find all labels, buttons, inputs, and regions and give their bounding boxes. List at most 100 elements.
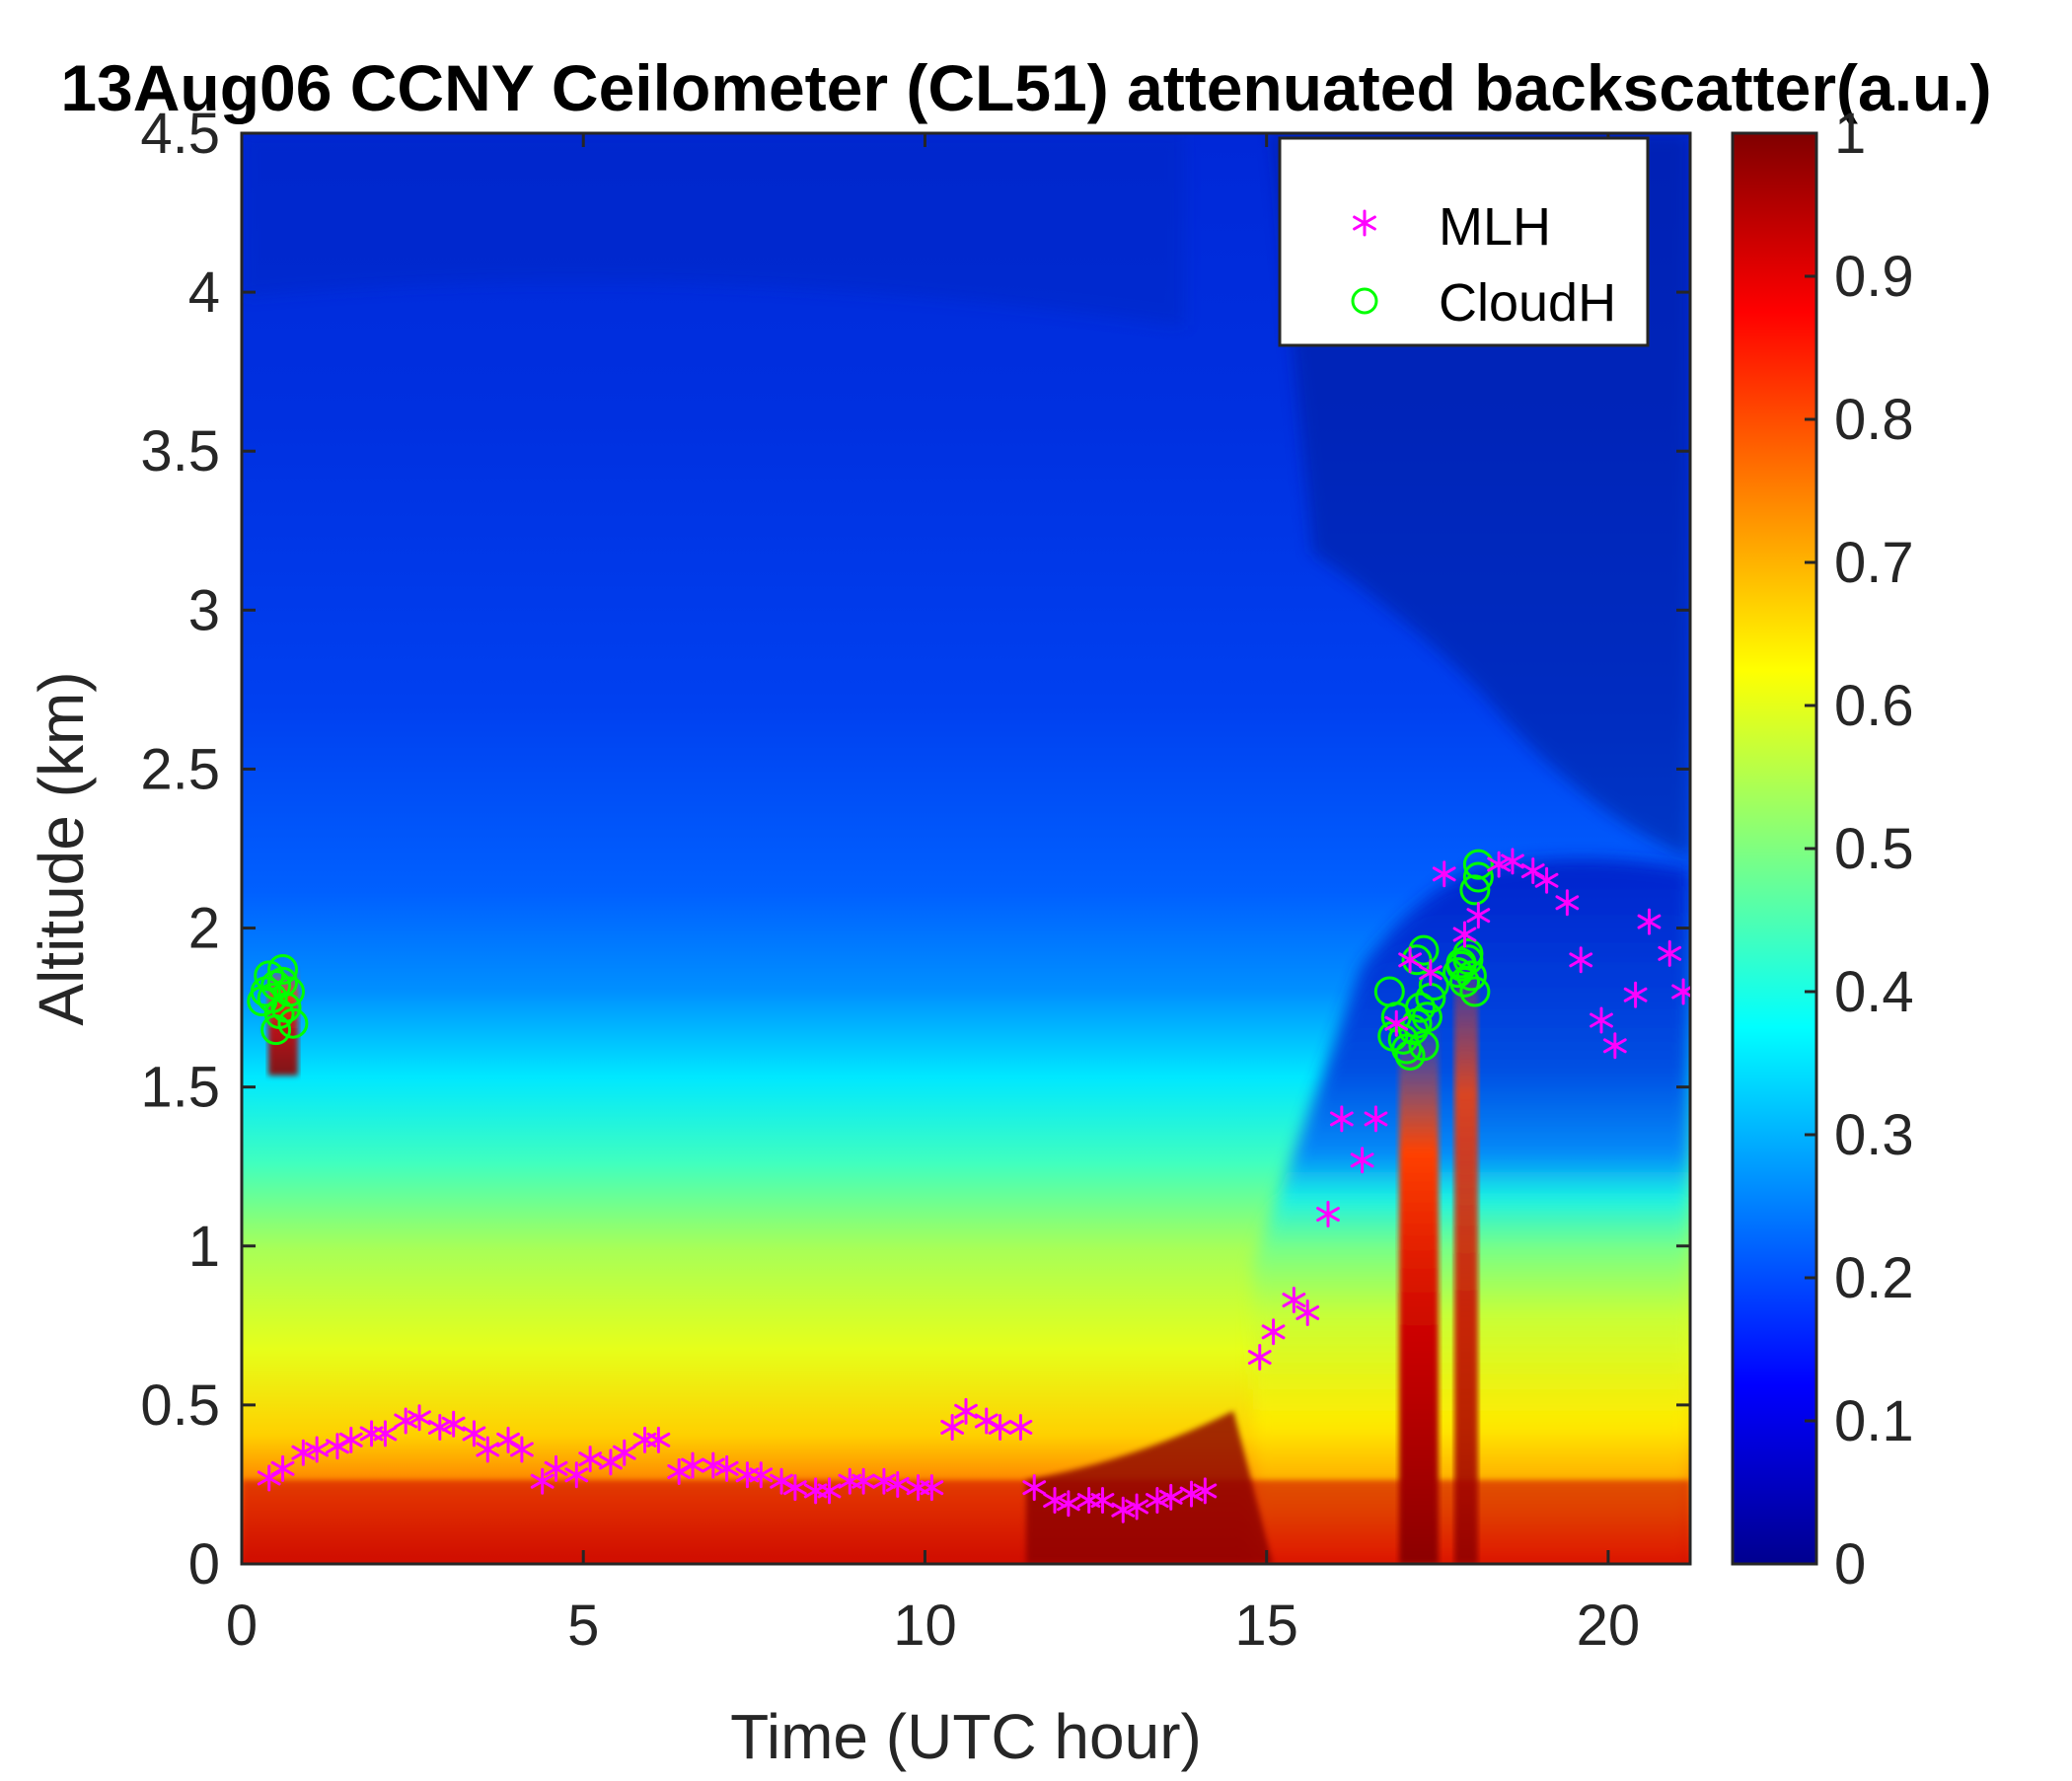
mlh-point bbox=[1432, 860, 1456, 888]
mlh-point bbox=[1501, 848, 1524, 875]
y-tick-label: 4 bbox=[188, 260, 220, 325]
y-axis-label: Altitude (km) bbox=[26, 671, 97, 1025]
cloudh-point bbox=[1411, 1002, 1443, 1033]
y-tick-label: 2 bbox=[188, 897, 220, 961]
cloudh-point bbox=[1404, 992, 1436, 1023]
y-tick-label: 2.5 bbox=[140, 737, 220, 801]
colorbar-tick-label: 0.2 bbox=[1834, 1246, 1914, 1310]
cloudh-point bbox=[1459, 874, 1491, 906]
mlh-point bbox=[1623, 981, 1648, 1008]
mlh-point bbox=[544, 1454, 568, 1482]
y-tick-label: 0 bbox=[188, 1532, 220, 1596]
cloudh-point bbox=[254, 960, 285, 992]
legend: MLH CloudH bbox=[1278, 136, 1650, 347]
y-tick-label: 1.5 bbox=[140, 1056, 220, 1120]
cloudh-point bbox=[277, 1007, 309, 1039]
y-tick-label: 1 bbox=[188, 1215, 220, 1279]
colorbar-tick-label: 1 bbox=[1834, 102, 1866, 166]
mlh-point bbox=[1316, 1201, 1340, 1228]
x-tick-label: 5 bbox=[567, 1594, 599, 1658]
mlh-point bbox=[1043, 1487, 1067, 1515]
mlh-point bbox=[1008, 1413, 1033, 1441]
cloudh-point bbox=[273, 976, 305, 1007]
colorbar-tick-label: 0.4 bbox=[1834, 960, 1914, 1024]
mlh-point bbox=[564, 1461, 589, 1489]
mlh-point bbox=[940, 1413, 965, 1441]
mlh-point bbox=[427, 1413, 452, 1441]
x-tick-label: 20 bbox=[1577, 1594, 1641, 1658]
mlh-point bbox=[291, 1439, 316, 1466]
x-axis-ticks: 0 5 10 15 20 bbox=[226, 133, 1640, 1658]
mlh-point bbox=[338, 1426, 363, 1453]
mlh-point bbox=[1282, 1287, 1306, 1314]
cloudh-point bbox=[1462, 849, 1494, 880]
colorbar-tick-label: 0.8 bbox=[1834, 388, 1914, 452]
mlh-point bbox=[817, 1477, 842, 1505]
y-tick-label: 4.5 bbox=[140, 102, 220, 166]
cloudh-point bbox=[1455, 960, 1487, 992]
mlh-point bbox=[270, 1454, 295, 1482]
colorbar-tick-label: 0.6 bbox=[1834, 674, 1914, 738]
mlh-point bbox=[1247, 1344, 1272, 1372]
colorbar-tick-label: 0.1 bbox=[1834, 1389, 1914, 1453]
chart-title: 13Aug06 CCNY Ceilometer (CL51) attenuate… bbox=[60, 51, 1991, 124]
backscatter-heatmap bbox=[242, 133, 1690, 1564]
colorbar-tick-label: 0 bbox=[1834, 1532, 1866, 1596]
mlh-point bbox=[407, 1404, 431, 1432]
mlh-point bbox=[1090, 1487, 1115, 1515]
mlh-point bbox=[530, 1467, 555, 1495]
mlh-point bbox=[476, 1436, 500, 1463]
mlh-point bbox=[954, 1397, 978, 1425]
mlh-point bbox=[578, 1446, 603, 1473]
mlh-point bbox=[1555, 889, 1580, 917]
legend-cloudh-marker bbox=[1351, 287, 1378, 315]
mlh-point bbox=[681, 1451, 704, 1479]
mlh-point bbox=[1487, 851, 1512, 878]
mlh-point bbox=[1590, 1006, 1613, 1034]
mlh-point bbox=[782, 1474, 807, 1502]
mlh-point bbox=[462, 1420, 486, 1447]
mlh-point bbox=[714, 1454, 739, 1482]
cloudh-point bbox=[267, 966, 299, 998]
mlh-point bbox=[1193, 1477, 1218, 1505]
mlh-point bbox=[988, 1413, 1012, 1441]
mlh-point bbox=[394, 1407, 418, 1435]
mlh-point bbox=[1637, 908, 1662, 935]
mlh-point bbox=[510, 1436, 534, 1463]
series-layer bbox=[247, 848, 1690, 1523]
mlh-point bbox=[1466, 902, 1491, 929]
x-axis-label: Time (UTC hour) bbox=[730, 1701, 1202, 1772]
legend-mlh-marker bbox=[1353, 209, 1376, 237]
mlh-point bbox=[1398, 946, 1422, 974]
mlh-point bbox=[1056, 1490, 1080, 1518]
x-tick-label: 10 bbox=[893, 1594, 957, 1658]
cloudh-point bbox=[1459, 976, 1491, 1007]
mlh-point bbox=[1111, 1496, 1136, 1523]
colorbar-tick-label: 0.5 bbox=[1834, 817, 1914, 881]
colorbar-tick-label: 0.3 bbox=[1834, 1103, 1914, 1167]
mlh-point bbox=[373, 1420, 398, 1447]
mlh-point bbox=[701, 1451, 725, 1479]
mlh-point bbox=[1179, 1480, 1204, 1508]
mlh-point bbox=[885, 1470, 910, 1498]
mlh-point bbox=[646, 1426, 671, 1453]
mlh-point bbox=[1602, 1032, 1627, 1060]
mlh-point bbox=[920, 1474, 944, 1502]
mlh-point bbox=[441, 1410, 466, 1438]
legend-cloudh-label: CloudH bbox=[1439, 273, 1616, 333]
plot-area bbox=[240, 131, 1692, 1566]
colorbar-gradient bbox=[1731, 131, 1818, 1566]
mlh-point bbox=[851, 1467, 876, 1495]
colorbar-ticks: 0 0.1 0.2 0.3 0.4 0.5 0.6 0.7 0.8 0.9 1 bbox=[1805, 102, 1914, 1596]
mlh-point bbox=[1364, 1105, 1388, 1133]
mlh-point bbox=[1569, 946, 1593, 974]
mlh-point bbox=[1418, 959, 1443, 987]
cloudh-point bbox=[1445, 950, 1477, 982]
mlh-point bbox=[749, 1461, 774, 1489]
cloudh-point bbox=[260, 1014, 292, 1046]
legend-box bbox=[1278, 136, 1650, 347]
mlh-point bbox=[1452, 921, 1477, 948]
colorbar-tick-label: 0.9 bbox=[1834, 245, 1914, 309]
x-tick-label: 0 bbox=[226, 1594, 258, 1658]
